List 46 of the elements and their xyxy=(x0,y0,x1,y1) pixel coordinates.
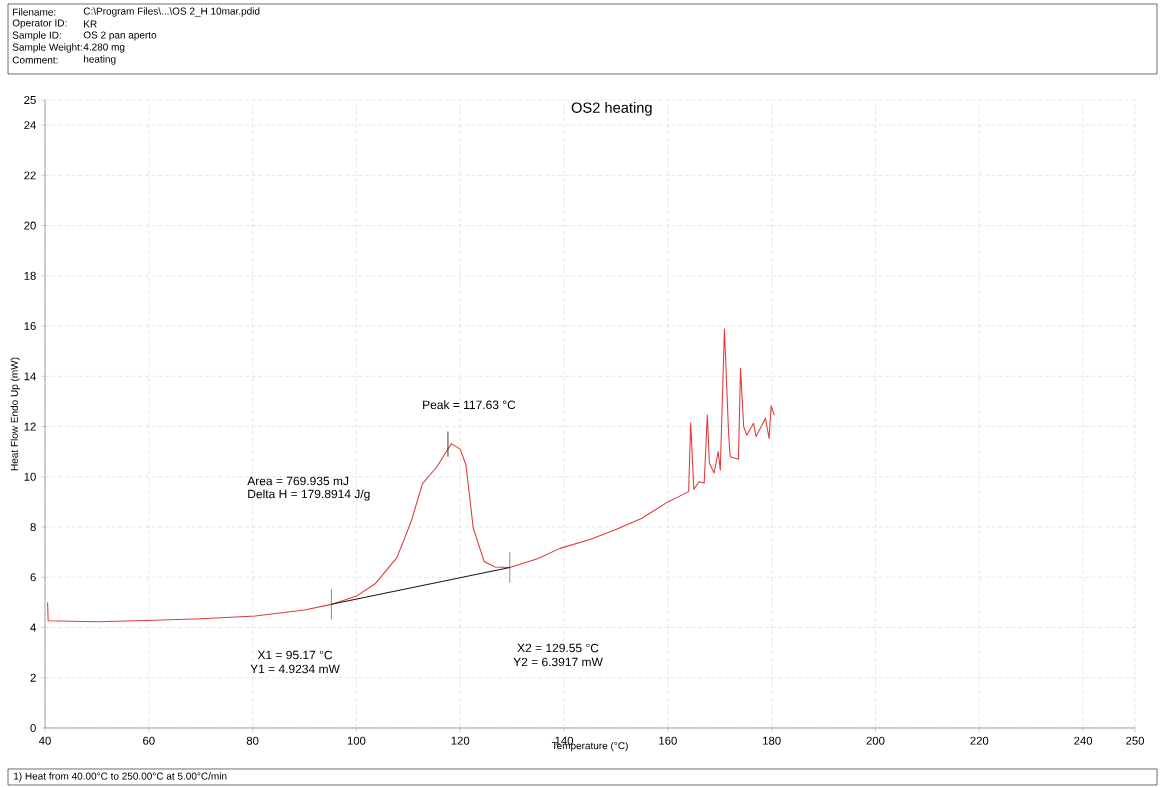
x-tick-label: 120 xyxy=(451,736,470,745)
y-tick-label: 16 xyxy=(24,322,36,331)
y-tick-label: 18 xyxy=(24,271,36,280)
x-tick-label: 200 xyxy=(866,736,885,745)
y-tick-label: 8 xyxy=(30,523,36,532)
y-tick-label: 10 xyxy=(24,472,36,481)
y-tick-label: 14 xyxy=(24,372,36,381)
x-tick-label: 240 xyxy=(1074,736,1093,745)
y-tick-label: 12 xyxy=(24,422,36,431)
y-tick-label: 20 xyxy=(24,221,36,230)
y-tick-label: 24 xyxy=(24,121,36,130)
text: Filename: xyxy=(13,8,56,16)
x-tick-label: 40 xyxy=(38,736,51,745)
y-tick-label: 25 xyxy=(24,95,36,104)
text: Sample Weight: xyxy=(12,43,82,53)
text: C:\Program Files\...\OS 2_H 10mar.pdid xyxy=(83,7,260,17)
x-tick-label: 100 xyxy=(347,736,366,745)
text: Comment: xyxy=(12,56,58,64)
annotation: Area = 769.935 mJ xyxy=(247,476,349,486)
text: OS 2 pan aperto xyxy=(83,31,157,41)
annotation: Delta H = 179.8914 J/g xyxy=(248,489,370,501)
x-tick-label: 250 xyxy=(1126,736,1145,745)
text: Sample ID: xyxy=(12,31,61,41)
chart-title: OS2 heating xyxy=(571,102,652,116)
annotation: Y1 = 4.9234 mW xyxy=(250,664,340,674)
text: heating xyxy=(83,55,116,65)
text: 1) Heat from 40.00°C to 250.00°C at 5.00°C/min xyxy=(14,772,227,782)
x-tick-label: 220 xyxy=(970,736,989,745)
annotation: Y2 = 6.3917 mW xyxy=(513,657,603,667)
x-tick-label: 160 xyxy=(659,736,677,745)
text: KR xyxy=(84,20,97,28)
y-tick-label: 0 xyxy=(30,723,36,732)
line-series xyxy=(47,328,775,623)
x-tick-label: 60 xyxy=(143,736,155,745)
text: Operator ID: xyxy=(12,19,67,29)
text: 4.280 mg xyxy=(83,43,125,53)
y-tick-label: 22 xyxy=(24,171,36,180)
annotation: X1 = 95.17 °C xyxy=(257,650,333,660)
y-tick-label: 6 xyxy=(30,573,36,582)
annotation: Peak = 117.63 °C xyxy=(423,400,516,410)
x-tick-label: 80 xyxy=(246,736,259,745)
annotation: X2 = 129.55 °C xyxy=(517,643,599,653)
y-axis-title: Heat Flow Endo Up (mW) xyxy=(10,357,20,471)
y-tick-label: 4 xyxy=(30,623,36,632)
y-tick-label: 2 xyxy=(30,673,36,682)
x-tick-label: 180 xyxy=(763,736,781,745)
